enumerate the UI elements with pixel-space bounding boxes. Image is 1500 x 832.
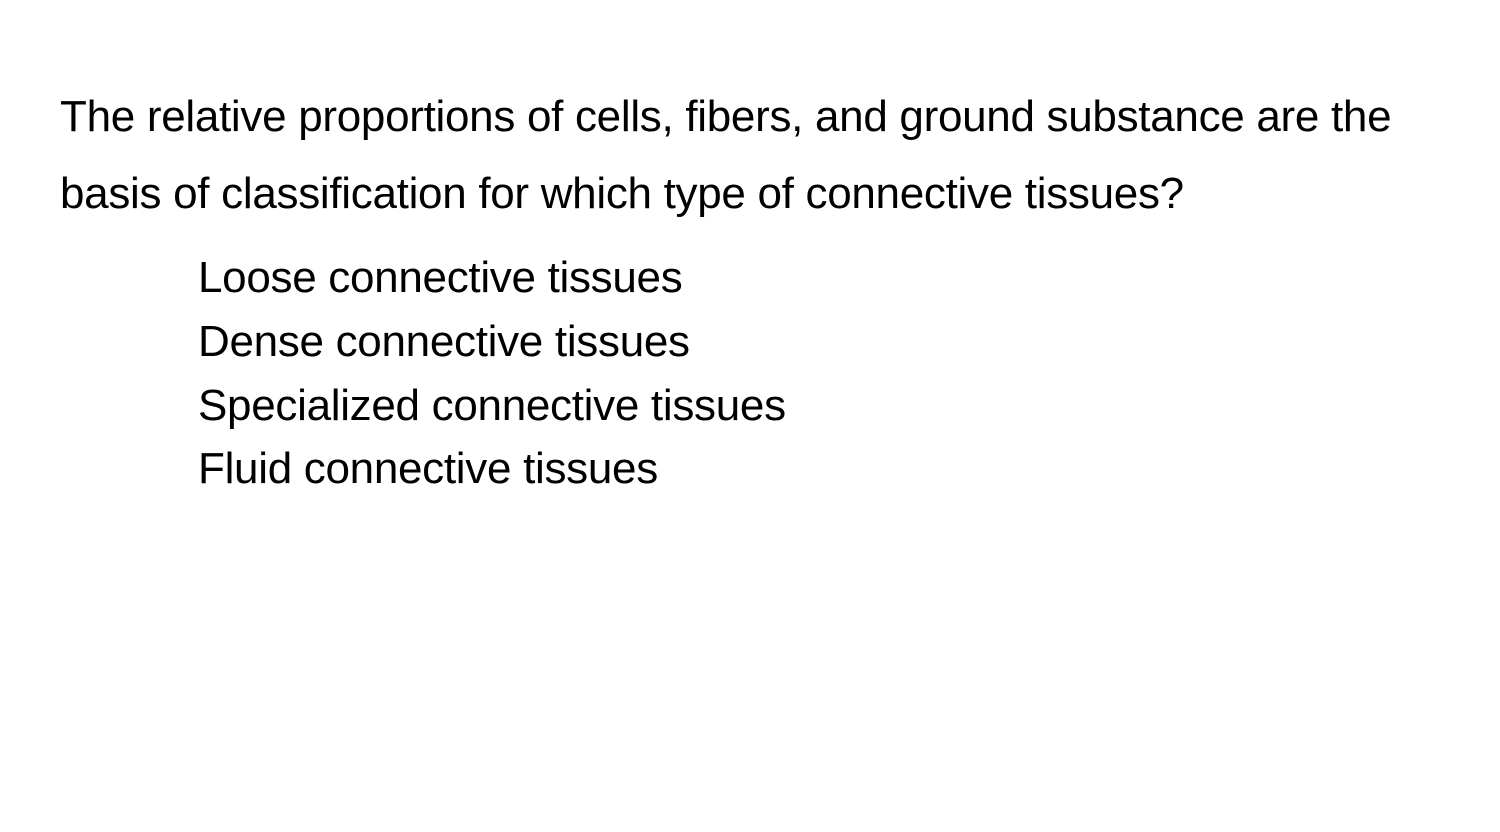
option-item: Loose connective tissues bbox=[60, 246, 1440, 310]
option-item: Specialized connective tissues bbox=[60, 374, 1440, 438]
question-text: The relative proportions of cells, fiber… bbox=[60, 78, 1440, 232]
option-item: Dense connective tissues bbox=[60, 310, 1440, 374]
options-list: Loose connective tissues Dense connectiv… bbox=[60, 246, 1440, 501]
option-item: Fluid connective tissues bbox=[60, 437, 1440, 501]
